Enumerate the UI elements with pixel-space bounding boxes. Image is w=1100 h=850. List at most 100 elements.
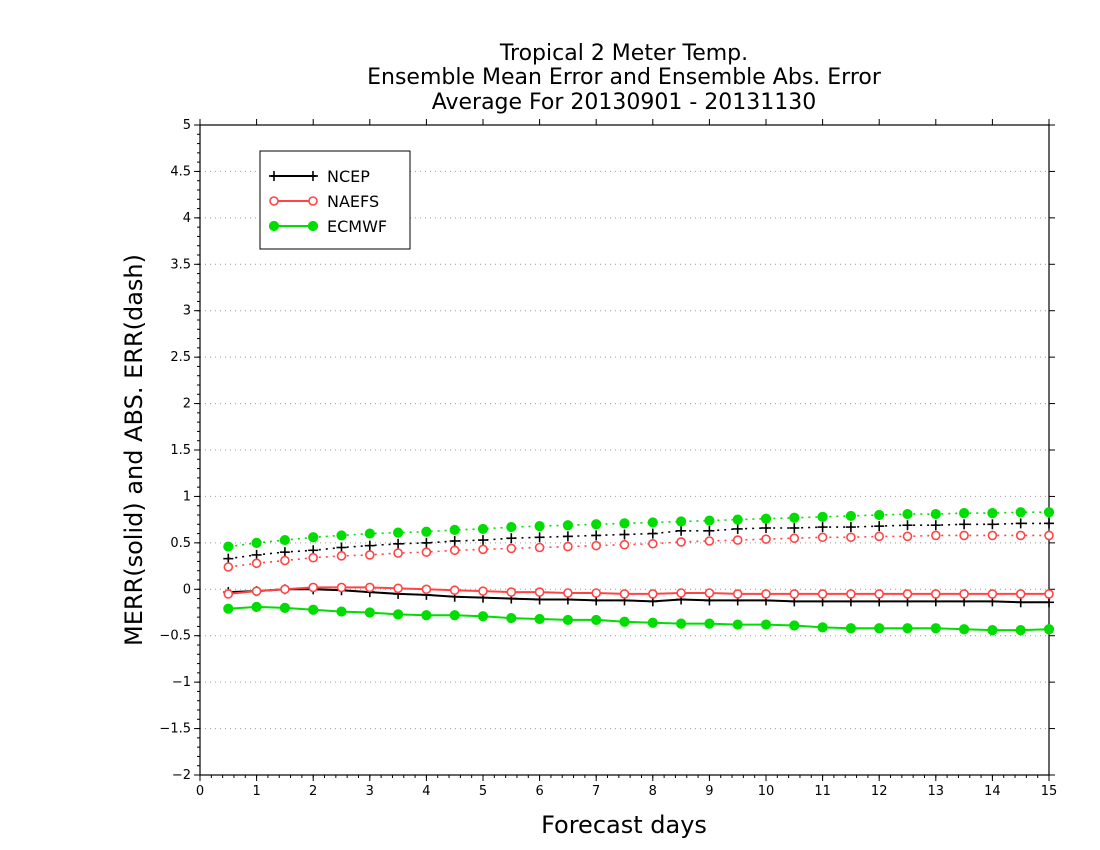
naefs-abs-err-point: [676, 537, 686, 547]
naefs-abs-err-point: [619, 539, 630, 550]
x-tick-label: 6: [535, 784, 543, 799]
legend: NCEP NAEFS ECMWF: [259, 150, 411, 250]
naefs-abs-err-point: [336, 551, 347, 561]
ncep-merr-point: [1044, 597, 1054, 608]
ncep-abs-err-point: [704, 525, 715, 536]
ncep-merr-point: [1015, 597, 1026, 608]
x-tick-label: 8: [649, 784, 657, 799]
legend-marker-start-ncep: [269, 171, 279, 181]
ncep-abs-err-line: [228, 522, 1049, 560]
naefs-abs-err-point: [959, 530, 969, 541]
ecmwf-abs-err-point: [619, 518, 630, 529]
ncep-abs-err-point: [930, 520, 941, 531]
ecmwf-abs-err-point: [1043, 507, 1055, 518]
x-tick-label: 11: [814, 784, 831, 799]
legend-marker-start-ecmwf: [268, 220, 280, 232]
title-line-1: Tropical 2 Meter Temp.: [499, 41, 748, 66]
ecmwf-merr-point: [704, 618, 715, 629]
naefs-merr-point: [251, 586, 262, 596]
naefs-merr-point: [959, 589, 969, 599]
series-naefs: [223, 530, 1054, 599]
naefs-abs-err-point: [364, 550, 375, 560]
naefs-abs-err-point: [506, 543, 517, 554]
ncep-abs-err-point: [251, 549, 262, 560]
legend-label-naefs: NAEFS: [327, 192, 379, 211]
ecmwf-merr-point: [676, 618, 687, 629]
naefs-abs-err-point: [732, 535, 743, 545]
ecmwf-abs-err-point: [421, 526, 432, 537]
naefs-abs-err-point: [987, 530, 998, 541]
ecmwf-merr-point: [308, 604, 319, 615]
ecmwf-abs-err-point: [308, 532, 319, 543]
legend-item-ncep: NCEP: [269, 167, 370, 186]
y-axis-label: MERR(solid) and ABS. ERR(dash): [120, 254, 148, 646]
ncep-abs-err-point: [223, 553, 234, 564]
naefs-abs-err-point: [478, 544, 488, 555]
naefs-merr-point: [478, 586, 488, 596]
data-series: [223, 507, 1055, 636]
naefs-abs-err-point: [930, 530, 941, 541]
naefs-merr-point: [506, 587, 517, 597]
ecmwf-merr-point: [817, 622, 828, 633]
naefs-merr-point: [1044, 589, 1054, 599]
ecmwf-abs-err-point: [930, 508, 941, 520]
ecmwf-merr-point: [619, 616, 630, 627]
naefs-abs-err-point: [308, 552, 319, 563]
x-tick-label: 15: [1041, 784, 1058, 799]
ecmwf-merr-point: [930, 623, 941, 634]
ecmwf-merr-point: [591, 614, 602, 626]
y-tick-label: 0: [183, 582, 191, 597]
y-tick-label: −2: [172, 768, 191, 783]
ncep-abs-err-point: [1015, 518, 1026, 529]
ecmwf-abs-err-point: [845, 510, 857, 522]
y-tick-label: 2.5: [170, 350, 191, 365]
gridlines: [200, 170, 1049, 730]
ecmwf-merr-point: [1043, 624, 1055, 635]
x-tick-label: 5: [479, 784, 487, 799]
ecmwf-merr-point: [251, 601, 262, 613]
naefs-merr-point: [789, 589, 800, 599]
ncep-abs-err-point: [761, 523, 771, 533]
naefs-merr-point: [846, 589, 856, 599]
ecmwf-abs-err-line: [228, 511, 1049, 548]
x-tick-label: 0: [196, 784, 204, 799]
ncep-abs-err-point: [591, 530, 602, 541]
legend-item-ecmwf: ECMWF: [268, 217, 387, 236]
naefs-abs-err-point: [704, 536, 715, 546]
ecmwf-abs-err-point: [223, 541, 234, 552]
ecmwf-abs-err-point: [1015, 507, 1026, 518]
naefs-merr-point: [393, 583, 403, 594]
naefs-merr-point: [817, 589, 828, 599]
ecmwf-abs-err-point: [251, 537, 262, 548]
naefs-merr-point: [563, 588, 573, 598]
ecmwf-abs-err-point: [874, 509, 885, 521]
naefs-merr-point: [761, 589, 771, 599]
ncep-abs-err-point: [478, 535, 488, 546]
ncep-abs-err-point: [449, 536, 460, 546]
x-tick-label: 13: [928, 784, 945, 799]
naefs-merr-point: [534, 587, 545, 597]
ecmwf-merr-point: [223, 603, 234, 614]
y-tick-label: −0.5: [159, 629, 191, 644]
naefs-abs-err-point: [817, 532, 828, 543]
ecmwf-merr-point: [789, 620, 800, 631]
ecmwf-merr-point: [732, 619, 743, 630]
x-tick-label: 3: [366, 784, 374, 799]
naefs-merr-point: [987, 589, 998, 599]
naefs-abs-err-point: [591, 540, 602, 551]
naefs-merr-point: [902, 589, 913, 599]
naefs-merr-point: [732, 589, 743, 599]
legend-marker-end-ncep: [308, 171, 318, 181]
ecmwf-abs-err-point: [336, 530, 347, 541]
ecmwf-merr-point: [364, 607, 375, 618]
y-tick-label: 4: [183, 211, 191, 226]
naefs-merr-point: [647, 589, 658, 599]
ecmwf-merr-point: [1015, 625, 1026, 636]
ncep-abs-err-point: [619, 529, 630, 540]
ecmwf-merr-point: [987, 625, 998, 636]
naefs-abs-err-point: [761, 534, 771, 544]
ecmwf-merr-point: [959, 624, 970, 635]
chart-title: Tropical 2 Meter Temp. Ensemble Mean Err…: [367, 41, 882, 115]
ecmwf-abs-err-point: [647, 517, 658, 528]
